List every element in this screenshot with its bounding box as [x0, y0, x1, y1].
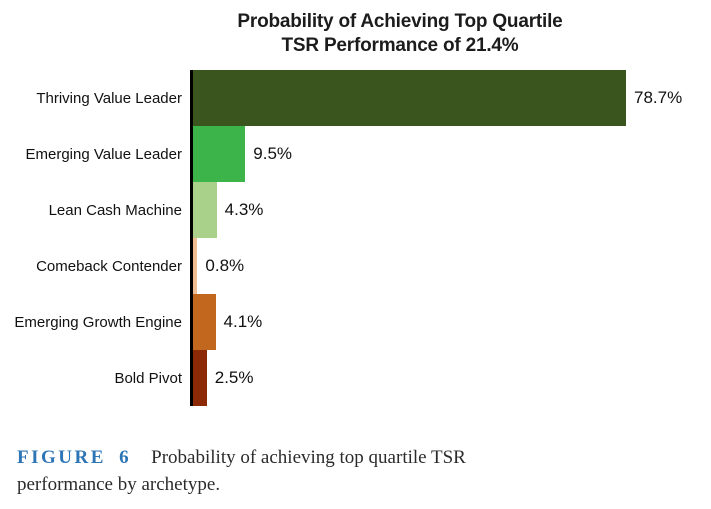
value-label: 4.1% [223, 312, 263, 331]
category-label: Bold Pivot [114, 369, 182, 387]
bar-row: Bold Pivot 2.5% [0, 350, 711, 406]
bar-area: 4.3% [193, 182, 711, 238]
bar [193, 350, 207, 406]
bar [193, 182, 217, 238]
figure-caption-text: Probability of achieving top quartile TS… [17, 447, 466, 495]
value-label: 9.5% [253, 144, 293, 163]
bar [193, 294, 216, 350]
bar [193, 238, 198, 294]
bar-row: Thriving Value Leader 78.7% [0, 70, 711, 126]
value-label: 4.3% [224, 200, 264, 219]
category-label: Comeback Contender [36, 257, 182, 275]
bar-area: 78.7% [193, 70, 711, 126]
y-axis-line [190, 70, 193, 126]
category-label: Emerging Growth Engine [14, 313, 182, 331]
y-axis-line [190, 126, 193, 182]
bar-area: 9.5% [193, 126, 711, 182]
chart-title-line1: Probability of Achieving Top Quartile [237, 11, 563, 32]
value-label: 0.8% [205, 256, 245, 275]
category-label: Thriving Value Leader [36, 89, 182, 107]
bar-area: 0.8% [193, 238, 711, 294]
figure-number-label: FIGURE 6 [17, 447, 132, 468]
chart-title: Probability of Achieving Top Quartile TS… [150, 10, 650, 58]
value-label: 78.7% [634, 88, 683, 107]
category-label: Emerging Value Leader [25, 145, 183, 163]
category-label: Lean Cash Machine [48, 201, 182, 219]
y-axis-line [190, 294, 193, 350]
bar [193, 126, 246, 182]
bar-area: 2.5% [193, 350, 711, 406]
bar-row: Comeback Contender 0.8% [0, 238, 711, 294]
bar [193, 70, 626, 126]
bar-row: Emerging Value Leader 9.5% [0, 126, 711, 182]
chart-title-line2: TSR Performance of 21.4% [281, 35, 519, 56]
bar-chart: Thriving Value Leader 78.7% Emerging Value… [0, 70, 711, 406]
figure-caption: FIGURE 6 Probability of achieving top qua… [17, 444, 522, 498]
y-axis-line [190, 182, 193, 238]
bar-row: Emerging Growth Engine 4.1% [0, 294, 711, 350]
bar-row: Lean Cash Machine 4.3% [0, 182, 711, 238]
bar-area: 4.1% [193, 294, 711, 350]
value-label: 2.5% [214, 368, 254, 387]
y-axis-line [190, 350, 193, 406]
y-axis-line [190, 238, 193, 294]
